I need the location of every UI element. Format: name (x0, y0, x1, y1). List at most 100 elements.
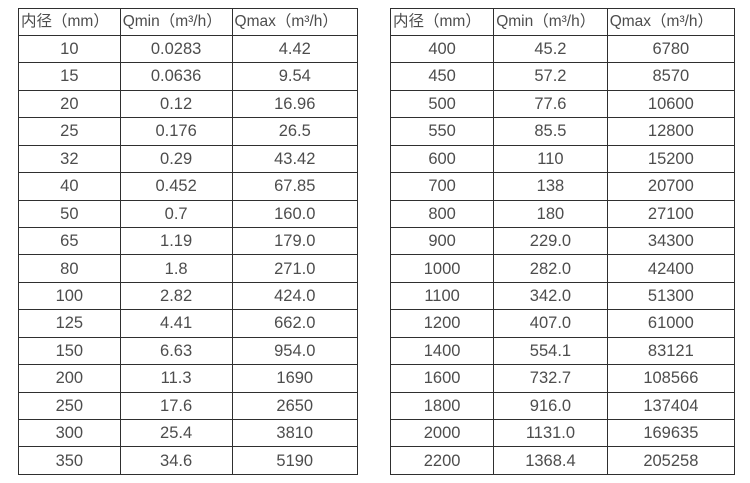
table-cell: 110 (493, 144, 608, 174)
column-header-1: 内径（mm） (18, 8, 121, 36)
table-cell: 2200 (389, 446, 495, 475)
table-row: 250 17.6 2650 (18, 391, 359, 421)
table-cell: 27100 (606, 199, 736, 228)
table-row: 1000 282.0 42400 (389, 254, 736, 283)
table-cell: 450 (389, 62, 495, 91)
table-cell: 61000 (606, 309, 736, 338)
table-cell: 4.41 (119, 309, 233, 338)
table-cell: 6.63 (119, 336, 233, 366)
table-cell: 0.176 (119, 117, 233, 146)
table-row: 900 229.0 34300 (389, 226, 736, 256)
table-cell: 0.7 (119, 199, 233, 228)
table-cell: 271.0 (231, 254, 359, 283)
table-row: 300 25.4 3810 (18, 419, 359, 448)
table-cell: 26.5 (231, 117, 359, 146)
table-cell: 42400 (606, 254, 736, 283)
table-cell: 500 (389, 89, 495, 119)
column-header-2: Qmin（m³/h） (119, 8, 233, 36)
table-cell: 800 (389, 199, 495, 228)
table-cell: 180 (493, 199, 608, 228)
table-row: 200 11.3 1690 (18, 364, 359, 393)
table-cell: 282.0 (493, 254, 608, 283)
table-cell: 424.0 (231, 281, 359, 311)
table-row: 1600 732.7 108566 (389, 364, 736, 393)
table-cell: 1.19 (119, 226, 233, 256)
table-row: 600 110 15200 (389, 144, 736, 174)
table-row: 2000 1131.0 169635 (389, 419, 736, 448)
table-row: 80 1.8 271.0 (18, 254, 359, 283)
table-cell: 20 (18, 89, 121, 119)
table-cell: 108566 (606, 364, 736, 393)
table-row: 125 4.41 662.0 (18, 309, 359, 338)
table-row: 700 138 20700 (389, 172, 736, 201)
table-cell: 600 (389, 144, 495, 174)
table-row: 50 0.7 160.0 (18, 199, 359, 228)
table-cell: 25.4 (119, 419, 233, 448)
header-row: 内径（mm） Qmin（m³/h） Qmax（m³/h） (389, 8, 736, 36)
table-cell: 32 (18, 144, 121, 174)
table-cell: 0.452 (119, 172, 233, 201)
table-cell: 169635 (606, 419, 736, 448)
table-cell: 1000 (389, 254, 495, 283)
table-cell: 0.12 (119, 89, 233, 119)
column-header-3: Qmax（m³/h） (606, 8, 736, 36)
table-cell: 125 (18, 309, 121, 338)
table-cell: 1.8 (119, 254, 233, 283)
column-header-3: Qmax（m³/h） (231, 8, 359, 36)
table-cell: 954.0 (231, 336, 359, 366)
table-cell: 50 (18, 199, 121, 228)
table-cell: 300 (18, 419, 121, 448)
header-row: 内径（mm） Qmin（m³/h） Qmax（m³/h） (18, 8, 359, 36)
table-cell: 350 (18, 446, 121, 475)
table-cell: 17.6 (119, 391, 233, 421)
table-cell: 57.2 (493, 62, 608, 91)
table-cell: 16.96 (231, 89, 359, 119)
table-cell: 100 (18, 281, 121, 311)
table-row: 1400 554.1 83121 (389, 336, 736, 366)
table-row: 150 6.63 954.0 (18, 336, 359, 366)
table-cell: 400 (389, 34, 495, 64)
table-row: 32 0.29 43.42 (18, 144, 359, 174)
table-cell: 20700 (606, 172, 736, 201)
table-cell: 5190 (231, 446, 359, 475)
table-cell: 85.5 (493, 117, 608, 146)
table-row: 1100 342.0 51300 (389, 281, 736, 311)
table-cell: 2650 (231, 391, 359, 421)
table-cell: 4.42 (231, 34, 359, 64)
table-row: 25 0.176 26.5 (18, 117, 359, 146)
table-cell: 1400 (389, 336, 495, 366)
table-cell: 0.0636 (119, 62, 233, 91)
table-cell: 43.42 (231, 144, 359, 174)
table-cell: 554.1 (493, 336, 608, 366)
table-cell: 1131.0 (493, 419, 608, 448)
column-header-2: Qmin（m³/h） (493, 8, 608, 36)
table-row: 450 57.2 8570 (389, 62, 736, 91)
table-cell: 205258 (606, 446, 736, 475)
table-cell: 700 (389, 172, 495, 201)
table-cell: 10600 (606, 89, 736, 119)
table-cell: 67.85 (231, 172, 359, 201)
table-cell: 15200 (606, 144, 736, 174)
table-row: 400 45.2 6780 (389, 34, 736, 64)
table-cell: 200 (18, 364, 121, 393)
flow-table-large-diameters: 内径（mm） Qmin（m³/h） Qmax（m³/h） 400 45.2 6780 450… (389, 8, 736, 475)
table-cell: 229.0 (493, 226, 608, 256)
table-cell: 137404 (606, 391, 736, 421)
table-cell: 8570 (606, 62, 736, 91)
table-cell: 916.0 (493, 391, 608, 421)
table-cell: 407.0 (493, 309, 608, 338)
table-cell: 45.2 (493, 34, 608, 64)
table-row: 15 0.0636 9.54 (18, 62, 359, 91)
table-row: 20 0.12 16.96 (18, 89, 359, 119)
table-cell: 6780 (606, 34, 736, 64)
table-row: 10 0.0283 4.42 (18, 34, 359, 64)
table-row: 40 0.452 67.85 (18, 172, 359, 201)
table-cell: 83121 (606, 336, 736, 366)
table-cell: 12800 (606, 117, 736, 146)
table-cell: 0.29 (119, 144, 233, 174)
table-cell: 9.54 (231, 62, 359, 91)
table-cell: 51300 (606, 281, 736, 311)
table-cell: 40 (18, 172, 121, 201)
table-cell: 65 (18, 226, 121, 256)
